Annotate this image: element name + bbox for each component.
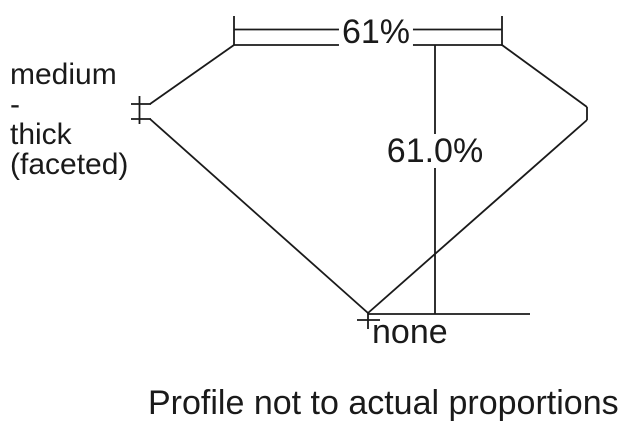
crown-facet-right-line (501, 44, 588, 108)
caption: Profile not to actual proportions (148, 384, 619, 422)
girdle-thickness-label: medium - thick (faceted) (10, 58, 129, 181)
depth-percentage-label: 61.0% (384, 132, 486, 170)
table-width-label: 61% (338, 15, 414, 49)
pavilion-facet-left-line (149, 118, 369, 314)
pavilion-facet-right-line (367, 119, 588, 314)
crown-facet-left-line (149, 44, 235, 105)
culet-label: none (372, 313, 448, 351)
